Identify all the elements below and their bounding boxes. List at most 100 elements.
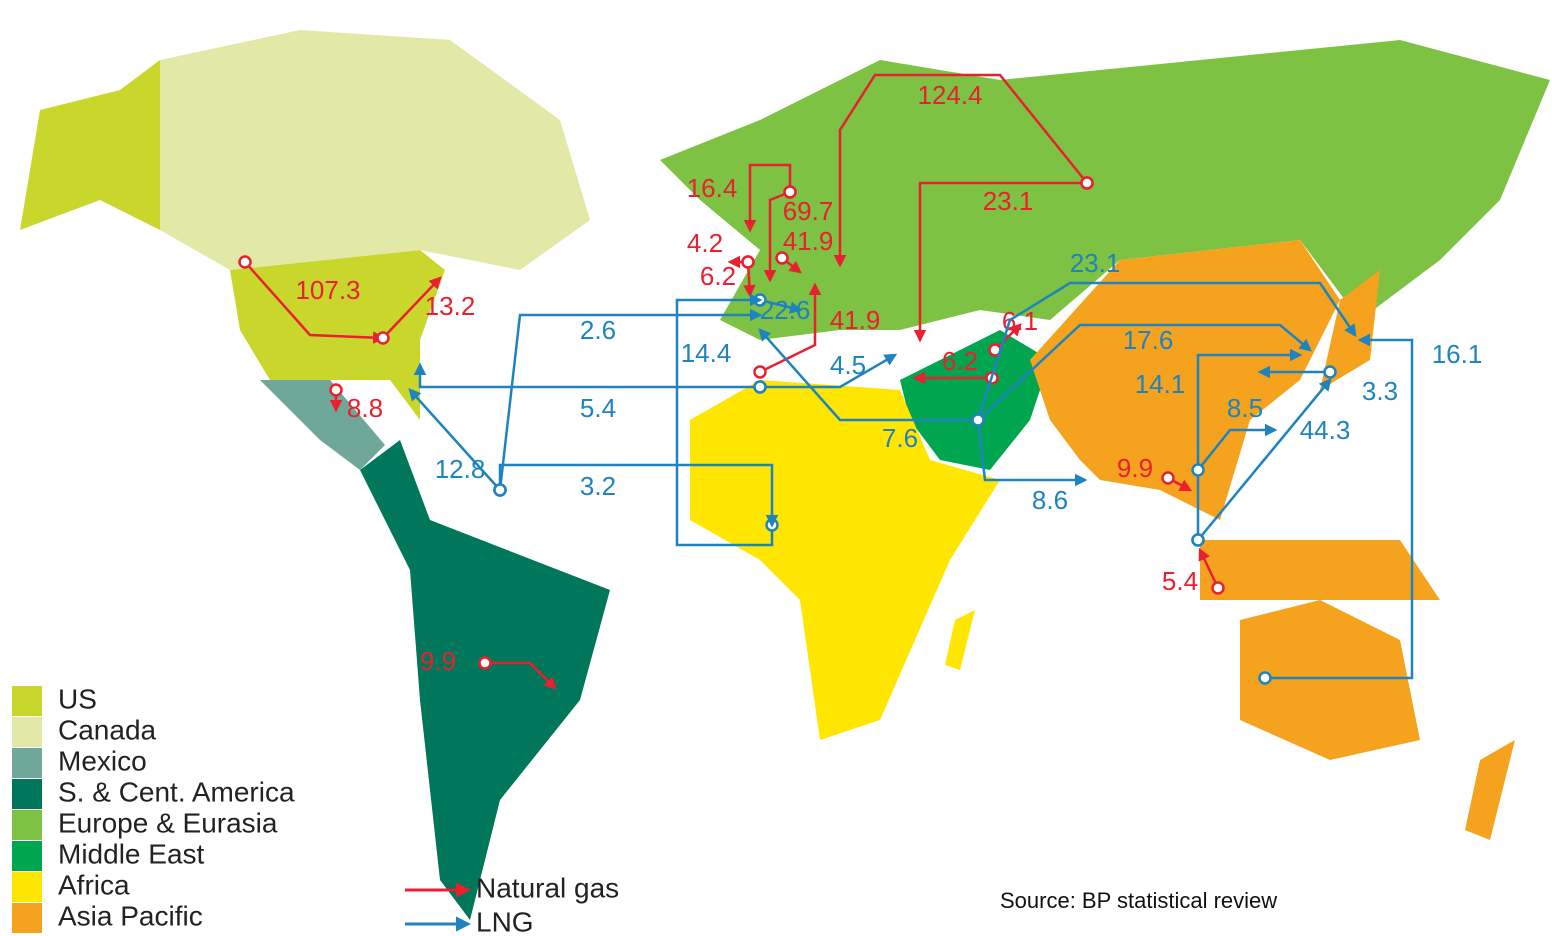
flow-label: 6.2 bbox=[942, 346, 978, 376]
flow-origin bbox=[783, 185, 797, 199]
flow-route bbox=[833, 73, 1088, 268]
flow-route bbox=[1198, 547, 1220, 589]
flow-origin bbox=[1080, 176, 1094, 190]
legend-label: Asia Pacific bbox=[58, 900, 203, 931]
flow-route bbox=[675, 293, 774, 547]
legend-label: Africa bbox=[58, 869, 130, 900]
flow-route bbox=[498, 463, 779, 528]
flow-label: 8.8 bbox=[347, 393, 383, 423]
flow-label: 16.1 bbox=[1432, 339, 1483, 369]
flow-route bbox=[382, 276, 442, 339]
flow-label: 2.6 bbox=[580, 315, 616, 345]
legend-swatch bbox=[12, 810, 42, 840]
flow-origin bbox=[1258, 671, 1272, 685]
region-shape bbox=[1465, 740, 1515, 840]
legend-label: Canada bbox=[58, 714, 157, 745]
legend-label: Middle East bbox=[58, 838, 205, 869]
flow-label: 5.4 bbox=[580, 393, 616, 423]
legend-swatch bbox=[12, 903, 42, 933]
flow-label: 9.9 bbox=[1117, 453, 1153, 483]
flow-origin bbox=[1161, 471, 1175, 485]
landmasses bbox=[20, 30, 1550, 920]
region-shape bbox=[945, 610, 975, 670]
flow-origin bbox=[376, 331, 390, 345]
flow-route bbox=[743, 163, 792, 233]
region-shape bbox=[900, 330, 1050, 470]
legend-swatch bbox=[12, 748, 42, 778]
flow-label: 41.9 bbox=[830, 305, 881, 335]
flow-label: 22.6 bbox=[760, 295, 811, 325]
flow-label: 69.7 bbox=[783, 196, 834, 226]
flow-route bbox=[976, 419, 1088, 487]
flow-route bbox=[498, 308, 763, 491]
flow-route bbox=[759, 298, 803, 314]
flow-origin bbox=[1211, 581, 1225, 595]
flow-route bbox=[244, 261, 386, 344]
flow-route bbox=[413, 362, 760, 389]
flow-origin bbox=[775, 251, 789, 265]
legend-swatch bbox=[12, 841, 42, 871]
flow-origin bbox=[478, 656, 492, 670]
flow-label: 3.3 bbox=[1362, 376, 1398, 406]
region-shape bbox=[360, 440, 610, 920]
flow-label: 107.3 bbox=[295, 275, 360, 305]
flow-label: 41.9 bbox=[783, 226, 834, 256]
region-shape bbox=[20, 60, 160, 230]
legend-swatch bbox=[12, 779, 42, 809]
flow-label: 6.1 bbox=[1002, 306, 1038, 336]
flow-route bbox=[913, 181, 1087, 343]
flow-origin bbox=[753, 380, 767, 394]
flow-label: 14.4 bbox=[681, 338, 732, 368]
flow-label: 13.2 bbox=[425, 291, 476, 321]
flow-route bbox=[760, 353, 898, 389]
flow-label: 12.8 bbox=[435, 454, 486, 484]
flow-label: 23.1 bbox=[1070, 248, 1121, 278]
legend-label: LNG bbox=[476, 906, 534, 936]
flow-label: 5.4 bbox=[1162, 566, 1198, 596]
flow-origin bbox=[971, 413, 985, 427]
region-shape bbox=[690, 380, 1000, 740]
legend-swatch bbox=[12, 717, 42, 747]
legend-swatch bbox=[12, 872, 42, 902]
legend-label: Mexico bbox=[58, 745, 147, 776]
flow-label: 17.6 bbox=[1123, 325, 1174, 355]
legend-label: S. & Cent. America bbox=[58, 776, 295, 807]
flow-label: 9.9 bbox=[420, 646, 456, 676]
flow-route bbox=[485, 661, 557, 690]
flow-origin bbox=[1323, 365, 1337, 379]
flow-origin bbox=[493, 483, 507, 497]
region-shape bbox=[260, 380, 385, 470]
flow-route bbox=[1197, 378, 1332, 541]
flow-route bbox=[763, 190, 791, 283]
flow-origin bbox=[741, 255, 755, 269]
flow-label: 4.2 bbox=[687, 228, 723, 258]
legend-swatch bbox=[12, 686, 42, 716]
flow-origin bbox=[238, 255, 252, 269]
flow-route bbox=[758, 328, 978, 422]
region-shape bbox=[1030, 240, 1340, 520]
flow-label: 4.5 bbox=[830, 350, 866, 380]
legend-label: Natural gas bbox=[476, 872, 619, 903]
flow-origin bbox=[753, 365, 767, 379]
flow-origin bbox=[1191, 533, 1205, 547]
legend-label: Europe & Eurasia bbox=[58, 807, 278, 838]
flow-route bbox=[977, 323, 1312, 421]
flow-label: 124.4 bbox=[917, 80, 982, 110]
flow-label: 3.2 bbox=[580, 471, 616, 501]
flow-route bbox=[1265, 333, 1414, 680]
region-shape bbox=[1200, 540, 1440, 600]
flow-label: 14.1 bbox=[1135, 369, 1186, 399]
region-shape bbox=[660, 40, 1550, 340]
flow-label: 44.3 bbox=[1300, 415, 1351, 445]
flow-label: 7.6 bbox=[882, 423, 918, 453]
flow-route bbox=[1197, 423, 1278, 471]
region-shape bbox=[1240, 600, 1420, 760]
flow-label: 16.4 bbox=[687, 173, 738, 203]
flow-route bbox=[408, 388, 501, 491]
flow-label: 6.2 bbox=[700, 261, 736, 291]
flows: 107.3 13.2 8.8 16.4 69.7 4.2 41.9 6.2 41.9 124.4 2… bbox=[238, 73, 1483, 690]
flow-route bbox=[976, 281, 1357, 421]
flow-origin bbox=[329, 383, 343, 397]
